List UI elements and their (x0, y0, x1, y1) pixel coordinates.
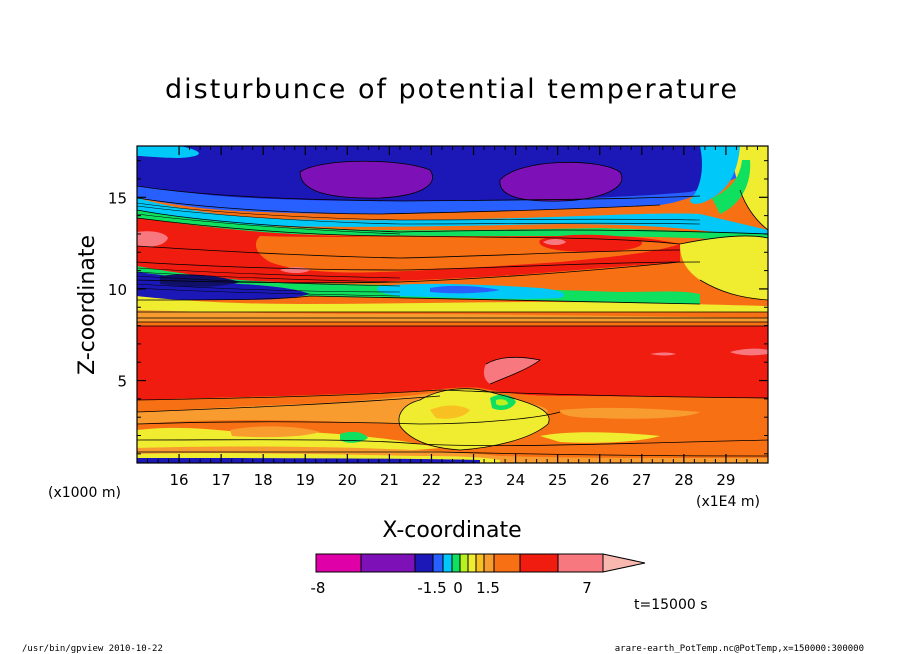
x-tick-label: 19 (296, 471, 315, 489)
x-tick-label: 23 (464, 471, 483, 489)
time-label: t=15000 s (634, 597, 708, 613)
x-tick-label: 27 (632, 471, 651, 489)
x-tick-label: 16 (170, 471, 189, 489)
y-axis: 5 10 15 (108, 160, 768, 455)
y-tick-label: 15 (108, 189, 127, 207)
x-tick-label: 18 (254, 471, 273, 489)
colorbar-segment (493, 553, 521, 573)
x-tick-label: 24 (506, 471, 525, 489)
colorbar-segment (519, 553, 559, 573)
y-tick-label: 10 (108, 281, 127, 299)
x-tick-label: 28 (674, 471, 693, 489)
band-top-purple-right (499, 162, 622, 202)
colorbar-segment (467, 553, 477, 573)
x-tick-label: 26 (590, 471, 609, 489)
x-unit-left: (x1000 m) (48, 485, 121, 501)
colorbar-segment (442, 553, 453, 573)
band-lower-red (137, 326, 768, 400)
x-tick-label: 25 (548, 471, 567, 489)
colorbar-label: 1.5 (476, 579, 500, 597)
colorbar-segment (459, 553, 469, 573)
colorbar-segment (451, 553, 461, 573)
x-tick-label: 22 (422, 471, 441, 489)
colorbar-segment (315, 553, 362, 573)
colorbar-label: 7 (582, 579, 592, 597)
colorbar-segment (557, 553, 604, 573)
colorbar-label: -8 (311, 579, 326, 597)
colorbar-segment (475, 553, 485, 573)
colorbar-segment (414, 553, 434, 573)
x-unit-right: (x1E4 m) (696, 494, 760, 510)
contour-field (137, 146, 768, 463)
chart-title: disturbunce of potential temperature (165, 74, 739, 105)
y-tick-label: 5 (117, 373, 127, 391)
x-tick-label: 21 (380, 471, 399, 489)
colorbar-labels: -8 -1.5 0 1.5 7 (311, 579, 592, 597)
colorbar-segment (360, 553, 416, 573)
footer-right: arare-earth_PotTemp.nc@PotTemp,x=150000:… (615, 644, 864, 654)
colorbar (315, 553, 646, 573)
x-tick-label: 17 (212, 471, 231, 489)
colorbar-label: -1.5 (417, 579, 446, 597)
x-tick-label: 29 (716, 471, 735, 489)
colorbar-segment (432, 553, 444, 573)
colorbar-label: 0 (453, 579, 463, 597)
colorbar-segment (483, 553, 495, 573)
x-axis-label: X-coordinate (382, 518, 521, 543)
x-tick-label: 20 (338, 471, 357, 489)
x-axis: 16 17 18 19 20 21 22 23 24 25 26 27 28 29 (147, 146, 758, 489)
band-top-purple-left (300, 161, 433, 199)
y-axis-label: Z-coordinate (75, 235, 100, 375)
footer-left: /usr/bin/gpview 2010-10-22 (22, 644, 163, 654)
